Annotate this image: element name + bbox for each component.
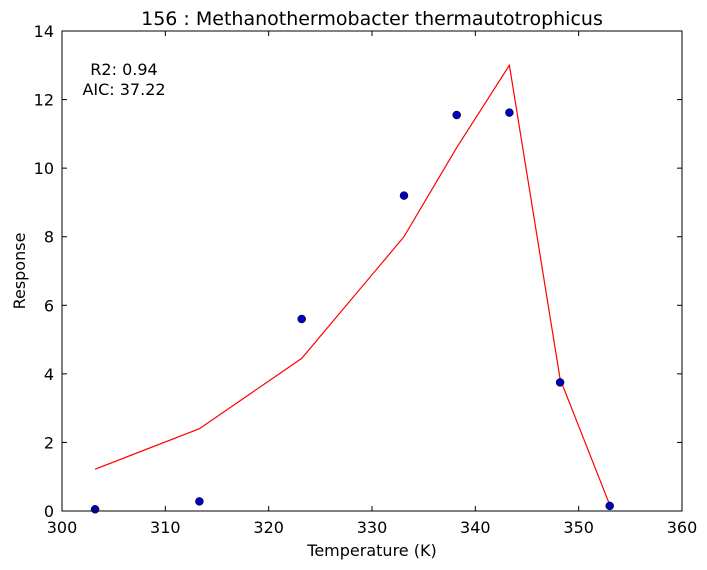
y-tick-label: 10: [34, 159, 54, 178]
fit-line: [94, 63, 611, 506]
x-axis-title: Temperature (K): [306, 541, 436, 560]
chart-title: 156 : Methanothermobacter thermautotroph…: [141, 8, 603, 30]
x-tick-label: 310: [150, 518, 181, 537]
y-axis-title: Response: [10, 233, 29, 310]
axis-ticks: 300 310 320 330 340 350 360 0 2 4 6 8 10 12 14: [34, 22, 698, 537]
x-tick-label: 320: [253, 518, 284, 537]
data-point: [452, 110, 461, 120]
data-point: [297, 314, 306, 324]
x-tick-label: 350: [563, 518, 594, 537]
data-point: [399, 191, 409, 200]
x-tick-label: 340: [460, 518, 491, 537]
data-point: [90, 505, 100, 514]
annotation-aic: AIC: 37.22: [82, 80, 165, 99]
data-point: [555, 378, 565, 387]
y-tick-label: 12: [34, 91, 54, 110]
data-point: [505, 108, 514, 117]
data-point: [605, 501, 614, 511]
plot-area: [90, 63, 614, 514]
x-tick-label: 360: [667, 518, 698, 537]
y-tick-label: 4: [44, 365, 54, 384]
annotation-r2: R2: 0.94: [90, 60, 157, 79]
plot-frame: [61, 30, 683, 512]
y-tick-label: 0: [44, 502, 54, 521]
y-tick-label: 14: [34, 22, 54, 41]
y-tick-label: 8: [44, 228, 54, 247]
data-point: [195, 497, 204, 506]
x-tick-label: 330: [357, 518, 388, 537]
y-tick-label: 6: [44, 296, 54, 315]
y-tick-label: 2: [44, 433, 54, 452]
x-tick-label: 300: [47, 518, 78, 537]
